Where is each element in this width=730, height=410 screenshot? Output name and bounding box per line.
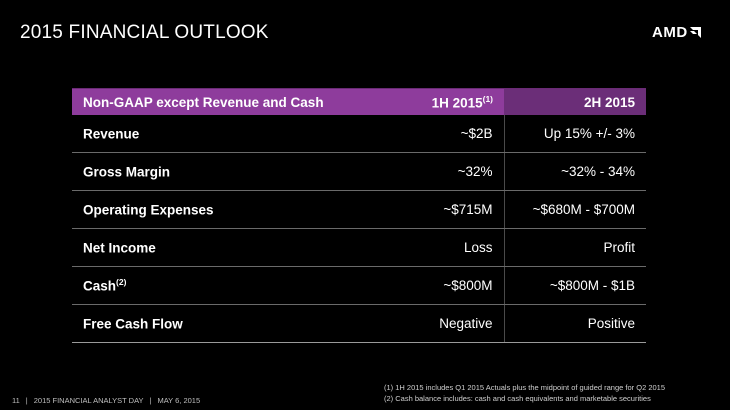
slide-footer: 11 | 2015 FINANCIAL ANALYST DAY | MAY 6, 201… [12,396,201,405]
row-2h-value: Up 15% +/- 3% [504,115,646,153]
row-label: Free Cash Flow [72,304,352,343]
table-row: Operating Expenses ~$715M ~$680M - $700M [72,190,646,229]
row-label: Gross Margin [72,152,352,191]
table-row: Revenue ~$2B Up 15% +/- 3% [72,115,646,153]
footnote-ref-1: (1) [482,93,493,104]
header-2h-2015: 2H 2015 [504,88,646,115]
row-1h-value: ~$2B [352,115,505,153]
footnote-ref-2: (2) [116,277,127,288]
table-row: Cash(2) ~$800M ~$800M - $1B [72,266,646,305]
row-1h-value: Loss [352,228,505,267]
amd-arrow-icon [689,27,701,38]
header-1h-2015: 1H 2015(1) [352,88,504,115]
row-2h-value: Profit [504,228,646,267]
row-label: Cash(2) [72,266,352,305]
row-label: Revenue [72,115,352,153]
slide-title: 2015 FINANCIAL OUTLOOK [20,22,269,43]
event-name: 2015 FINANCIAL ANALYST DAY [33,396,144,405]
row-label: Net Income [72,228,352,267]
row-label: Operating Expenses [72,190,352,229]
row-1h-value: Negative [352,304,505,343]
logo-text: AMD [652,24,688,41]
table-row: Gross Margin ~32% ~32% - 34% [72,152,646,191]
table-row: Net Income Loss Profit [72,228,646,267]
row-2h-value: ~$800M - $1B [504,266,646,305]
row-2h-value: Positive [504,304,646,343]
row-1h-value: ~32% [352,152,505,191]
row-2h-value: ~32% - 34% [504,152,646,191]
page-number: 11 [12,396,20,405]
row-1h-value: ~$715M [352,190,505,229]
event-date: MAY 6, 2015 [157,396,201,405]
footnote-2: (2) Cash balance includes: cash and cash… [384,394,651,403]
header-label: Non-GAAP except Revenue and Cash [72,88,352,115]
amd-logo: AMD [652,24,701,41]
table-row: Free Cash Flow Negative Positive [72,304,646,343]
row-1h-value: ~$800M [352,266,505,305]
row-2h-value: ~$680M - $700M [504,190,646,229]
financial-outlook-table: Non-GAAP except Revenue and Cash 1H 2015… [72,88,646,343]
table-header-row: Non-GAAP except Revenue and Cash 1H 2015… [72,88,646,115]
footnotes: (1) 1H 2015 includes Q1 2015 Actuals plu… [384,382,665,404]
footnote-1: (1) 1H 2015 includes Q1 2015 Actuals plu… [384,383,666,392]
